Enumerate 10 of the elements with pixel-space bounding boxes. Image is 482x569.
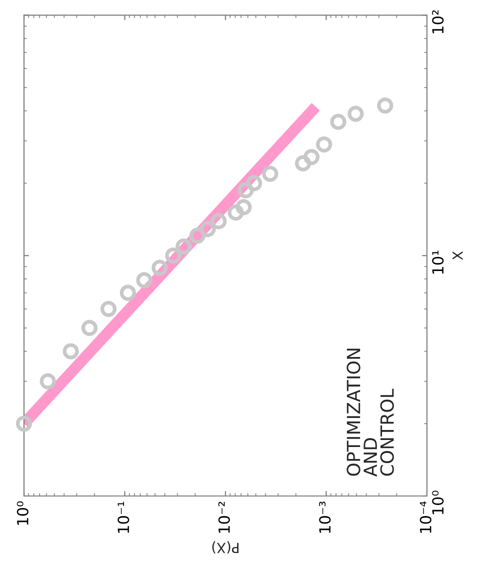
x-tick-label: 10⁻² — [218, 502, 230, 533]
x-tick-label: 10⁻³ — [319, 502, 331, 533]
x-axis-title: P(X) — [212, 541, 238, 554]
y-tick-label: 10² — [432, 10, 444, 34]
y-tick-label: 10¹ — [432, 250, 444, 274]
annotation: OPTIMIZATION AND CONTROL — [346, 348, 394, 477]
x-tick-label: 10⁰ — [16, 501, 28, 525]
x-tick-label: 10⁻¹ — [118, 502, 130, 533]
y-axis-title: X — [452, 251, 463, 260]
x-tick-label: 10⁻⁴ — [420, 501, 432, 533]
